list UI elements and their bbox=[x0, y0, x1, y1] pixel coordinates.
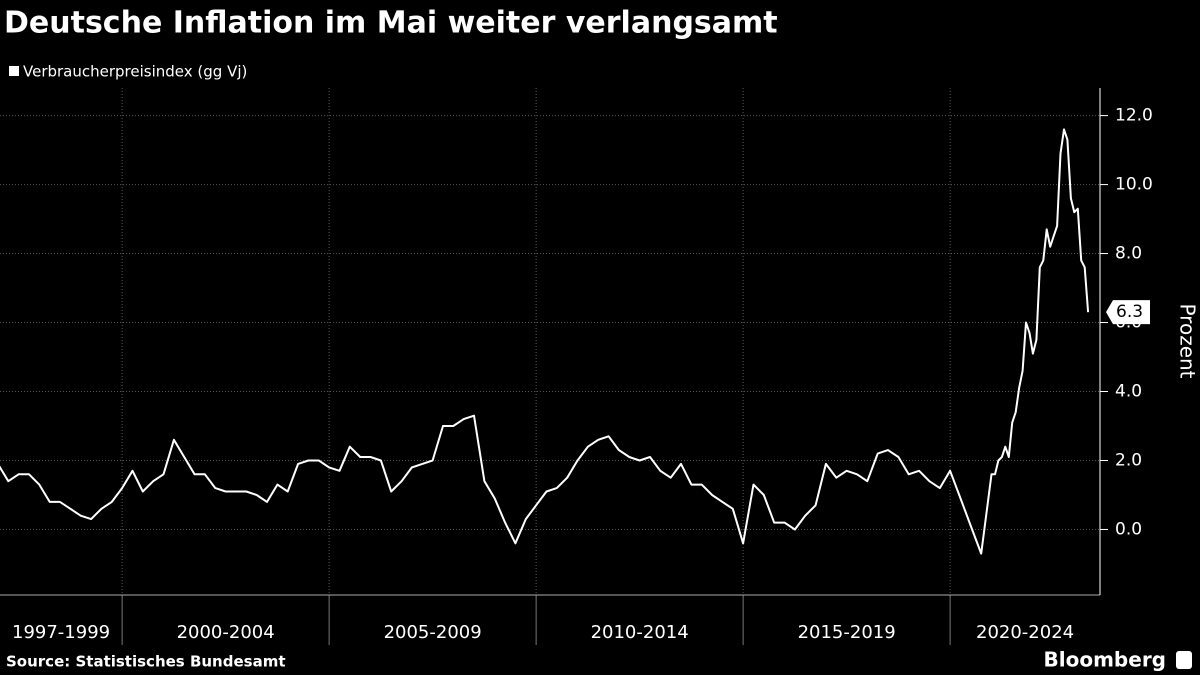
y-tick-label: 10.0 bbox=[1115, 175, 1153, 195]
y-tick-label: 8.0 bbox=[1115, 244, 1142, 264]
brand: Bloomberg bbox=[1044, 648, 1166, 672]
x-tick-label: 2020-2024 bbox=[976, 622, 1074, 643]
source: Source: Statistisches Bundesamt bbox=[6, 653, 286, 671]
chart-title: Deutsche Inflation im Mai weiter verlang… bbox=[4, 6, 778, 41]
x-tick-label: 1997-1999 bbox=[12, 622, 110, 643]
last-value-label: 6.3 bbox=[1116, 302, 1143, 322]
y-tick-label: 2.0 bbox=[1115, 450, 1142, 470]
y-tick-label: 0.0 bbox=[1115, 519, 1142, 539]
y-tick-label: 12.0 bbox=[1115, 106, 1153, 126]
legend-swatch bbox=[9, 66, 19, 76]
brand-icon bbox=[1176, 651, 1192, 669]
y-tick-label: 4.0 bbox=[1115, 382, 1142, 402]
x-tick-label: 2000-2004 bbox=[177, 622, 275, 643]
line-series bbox=[0, 128, 1090, 555]
x-tick-label: 2015-2019 bbox=[798, 622, 896, 643]
y-axis-label: Prozent bbox=[1176, 303, 1200, 378]
x-tick-label: 2005-2009 bbox=[384, 622, 482, 643]
legend-label: Verbraucherpreisindex (gg Vj) bbox=[23, 63, 247, 81]
x-tick-label: 2010-2014 bbox=[591, 622, 689, 643]
last-value-box bbox=[1106, 300, 1150, 325]
